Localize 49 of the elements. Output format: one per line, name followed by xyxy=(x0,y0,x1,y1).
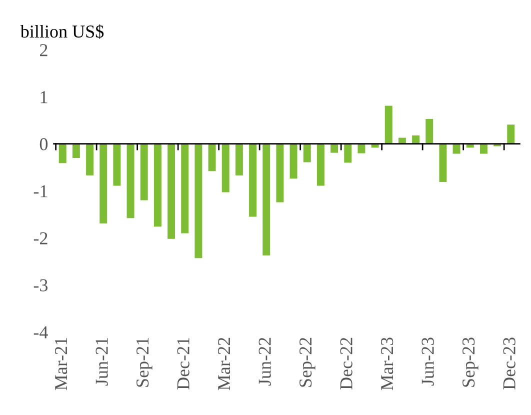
bar xyxy=(249,144,257,217)
bar xyxy=(452,144,460,154)
bar xyxy=(126,144,134,218)
x-tick-label: Jun-23 xyxy=(422,338,434,386)
y-tick-label: -1 xyxy=(34,185,48,198)
x-tick-label: Mar-21 xyxy=(54,338,68,390)
y-axis-title: billion US$ xyxy=(20,24,104,39)
y-tick-label: 2 xyxy=(40,44,48,56)
x-tick-label: Jun-21 xyxy=(96,338,108,386)
bar xyxy=(154,144,162,227)
bar xyxy=(208,144,216,172)
bar xyxy=(100,144,108,224)
bar xyxy=(439,144,447,182)
bar xyxy=(344,144,352,163)
x-tick-label: Mar-23 xyxy=(381,338,394,390)
bar xyxy=(290,144,298,179)
bar xyxy=(113,144,121,186)
x-tick-label: Mar-22 xyxy=(218,338,230,390)
x-tick-label: Sep-23 xyxy=(462,338,478,387)
bar xyxy=(426,118,434,144)
bar xyxy=(222,144,230,192)
bar xyxy=(194,144,202,258)
x-tick-label: Dec-22 xyxy=(340,338,352,390)
bar xyxy=(168,144,176,239)
bar xyxy=(358,144,366,154)
bar xyxy=(235,144,243,176)
bar xyxy=(58,144,66,164)
y-tick-label: -3 xyxy=(34,279,48,292)
bar xyxy=(262,144,270,256)
bar xyxy=(480,144,488,154)
y-tick-label: -4 xyxy=(34,326,48,338)
bar xyxy=(316,144,324,186)
x-tick-label: Dec-23 xyxy=(503,338,516,390)
bar xyxy=(86,144,94,176)
bar xyxy=(72,144,80,158)
y-tick-label: 1 xyxy=(40,91,48,104)
x-tick-label: Sep-22 xyxy=(300,338,316,387)
x-tick-label: Jun-22 xyxy=(258,338,271,386)
y-tick-label: 0 xyxy=(40,138,48,150)
x-tick-label: Dec-21 xyxy=(177,338,190,390)
bar xyxy=(303,144,311,162)
bar xyxy=(276,144,284,202)
bar xyxy=(330,144,338,153)
bar xyxy=(507,124,515,144)
y-tick-label: -2 xyxy=(34,232,48,244)
x-tick-label: Sep-21 xyxy=(136,338,152,387)
bar xyxy=(181,144,189,234)
bar xyxy=(140,144,148,200)
bar xyxy=(384,106,392,144)
